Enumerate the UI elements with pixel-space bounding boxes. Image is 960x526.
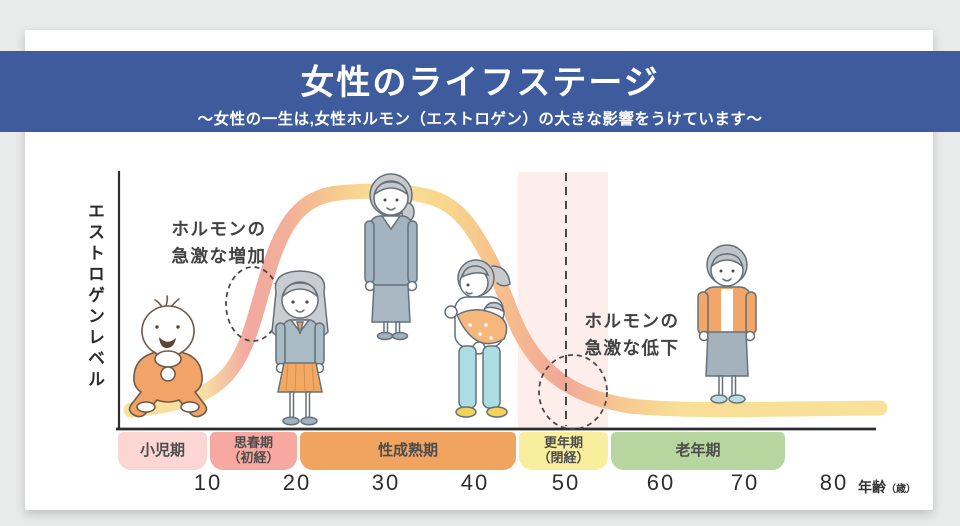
decrease-dashed-circle (538, 354, 608, 430)
elderly-woman-figure (697, 244, 757, 404)
age-tick-50: 50 (551, 470, 581, 495)
annotation-hormone-increase: ホルモンの 急激な増加 (148, 216, 290, 270)
stage-band-label: 老年期 (675, 442, 721, 460)
adult-woman-figure (364, 173, 418, 341)
stage-band-childhood: 小児期 (118, 432, 207, 470)
stage-band-sublabel: （閉経） (537, 450, 590, 465)
age-axis-label: 年齢（歳） (858, 477, 916, 497)
stage-band-maturity: 性成熟期 (300, 432, 516, 470)
annotation-decrease-line2: 急激な低下 (584, 338, 680, 359)
stage-band-label: 思春期 (233, 435, 273, 451)
stage-band-sublabel: （初経） (227, 450, 280, 465)
age-tick-80: 80 (819, 470, 849, 495)
age-axis-word: 年齢 (858, 479, 886, 495)
stage-band-menopause: 更年期 （閉経） (519, 432, 608, 470)
page-title: 女性のライフステージ (300, 63, 660, 102)
annotation-increase-line1: ホルモンの (171, 219, 267, 239)
age-tick-30: 30 (371, 470, 401, 495)
stage-band-label: 小児期 (139, 442, 185, 460)
age-tick-70: 70 (730, 470, 760, 495)
age-tick-20: 20 (282, 470, 312, 495)
stage-band-label: 性成熟期 (377, 442, 438, 460)
schoolgirl-figure (271, 270, 329, 426)
estrogen-curve (123, 183, 888, 418)
y-axis-label: エストロゲンレベル (85, 202, 104, 391)
baby-figure (128, 295, 208, 418)
annotation-hormone-decrease: ホルモンの 急激な低下 (560, 308, 704, 362)
annotation-increase-line2: 急激な増加 (171, 246, 267, 267)
annotation-decrease-line1: ホルモンの (584, 311, 680, 331)
page-subtitle: 〜女性の一生は,女性ホルモン（エストロゲン）の大きな影響をうけています〜 (197, 110, 763, 128)
age-tick-40: 40 (460, 470, 490, 495)
stage-band-senior: 老年期 (611, 432, 785, 470)
title-banner: 女性のライフステージ 〜女性の一生は,女性ホルモン（エストロゲン）の大きな影響を… (0, 51, 960, 132)
age-axis-unit: （歳） (886, 484, 916, 495)
age-tick-10: 10 (193, 470, 223, 495)
stage-band-label: 更年期 (543, 435, 583, 451)
stage-band-puberty: 思春期 （初経） (210, 432, 297, 470)
age-tick-60: 60 (646, 470, 676, 495)
mother-with-baby-figure (444, 259, 511, 418)
